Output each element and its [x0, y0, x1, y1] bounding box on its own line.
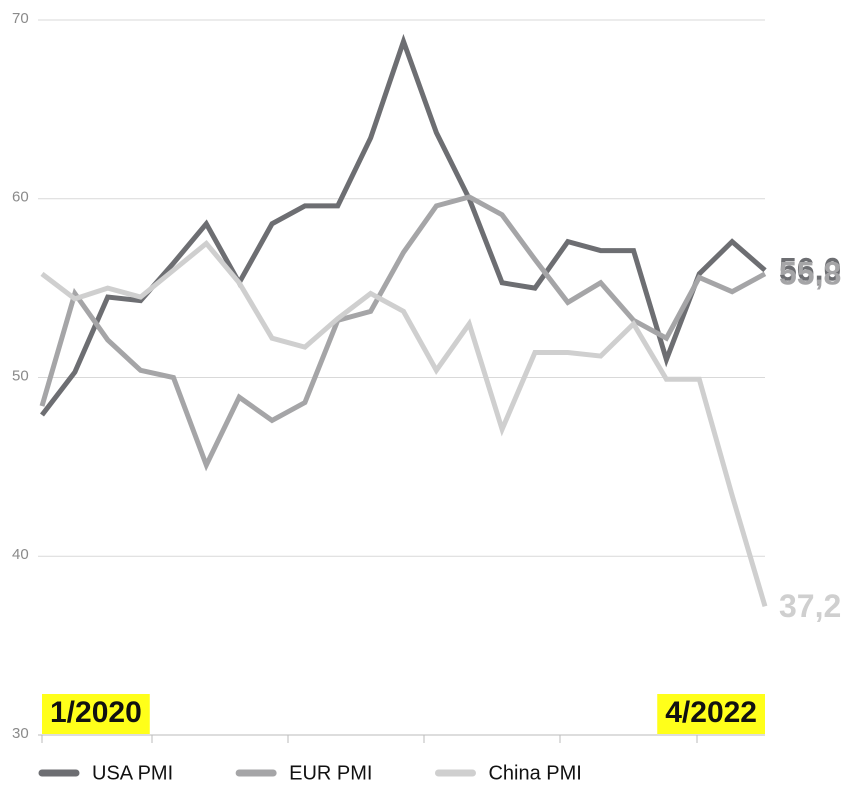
end-label: 55,8	[779, 255, 841, 291]
x-category-label: 1/2020	[50, 696, 142, 729]
legend-label: USA PMI	[92, 762, 173, 784]
series-line	[40, 239, 768, 608]
y-tick-label: 50	[12, 367, 29, 384]
label-highlight	[42, 694, 150, 734]
legend-label: China PMI	[488, 762, 581, 784]
label-highlight	[657, 694, 765, 734]
y-tick-label: 60	[12, 189, 29, 206]
y-tick-label: 30	[12, 725, 29, 742]
legend-label: EUR PMI	[289, 762, 372, 784]
end-label: 56,0	[779, 252, 841, 288]
x-category-label: 4/2022	[665, 696, 757, 729]
end-label: 37,2	[779, 588, 841, 624]
series-line	[39, 194, 767, 472]
category-label-group: 4/2022	[657, 694, 765, 734]
series-line	[40, 33, 767, 417]
y-tick-label: 40	[12, 546, 29, 563]
y-tick-label: 70	[12, 10, 29, 27]
category-label-group: 1/2020	[42, 694, 150, 734]
